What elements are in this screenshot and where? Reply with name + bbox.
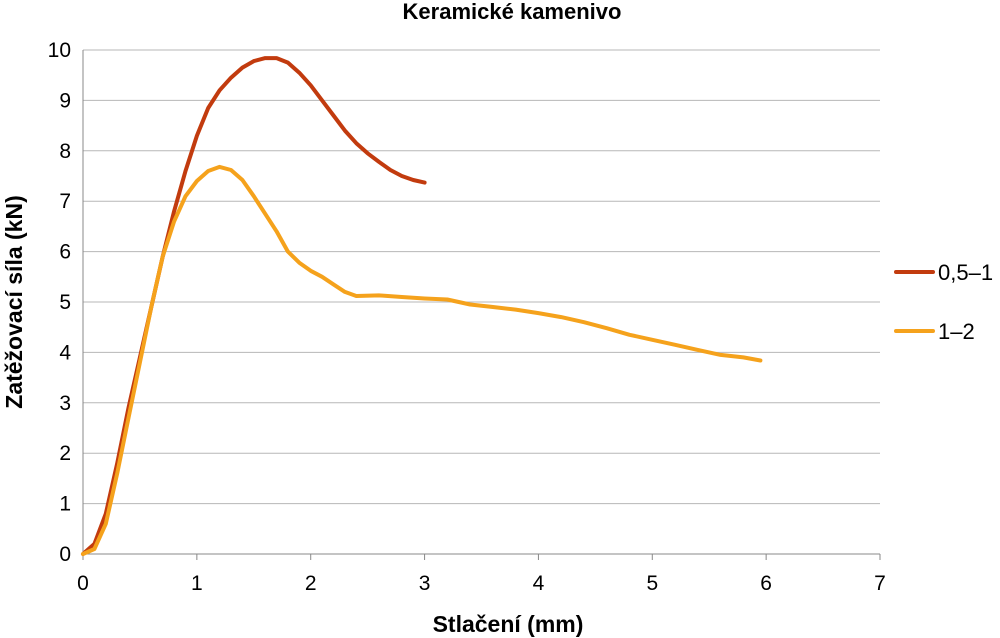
y-tick-label: 7: [59, 190, 71, 213]
x-tick-label: 3: [419, 572, 431, 595]
y-tick-label: 5: [59, 291, 71, 314]
axes: [82, 50, 881, 560]
y-axis-title: Zatěžovací síla (kN): [1, 195, 27, 408]
x-tick-label: 0: [77, 572, 89, 595]
x-tick-label: 5: [646, 572, 658, 595]
legend: 0,5–1 1–2: [894, 260, 993, 344]
y-tick-label: 6: [59, 241, 71, 264]
series-line-2: [81, 164, 763, 556]
y-tick-label: 4: [59, 341, 71, 364]
legend-label-1: 0,5–1: [938, 260, 993, 285]
y-tick-label: 8: [59, 140, 71, 163]
x-tick-label: 7: [874, 572, 886, 595]
legend-label-2: 1–2: [938, 319, 975, 344]
tick-labels: 0 1 2 3 4 5 6 7 8 9 10 0 1 2 3 4 5 6 7: [48, 39, 886, 595]
y-tick-label: 1: [59, 493, 71, 516]
y-tick-label: 9: [59, 89, 71, 112]
y-tick-label: 0: [59, 543, 71, 566]
y-tick-label: 2: [59, 442, 71, 465]
y-tick-label: 3: [59, 392, 71, 415]
x-tick-label: 4: [533, 572, 545, 595]
y-tick-label: 10: [48, 39, 71, 62]
series-lines: [81, 56, 763, 556]
chart-title: Keramické kamenivo: [403, 0, 622, 24]
series-line-1: [81, 56, 427, 556]
x-tick-label: 1: [191, 572, 203, 595]
gridlines: [83, 49, 880, 505]
x-tick-label: 2: [305, 572, 317, 595]
x-tick-label: 6: [760, 572, 772, 595]
x-axis-title: Stlačení (mm): [433, 611, 584, 637]
